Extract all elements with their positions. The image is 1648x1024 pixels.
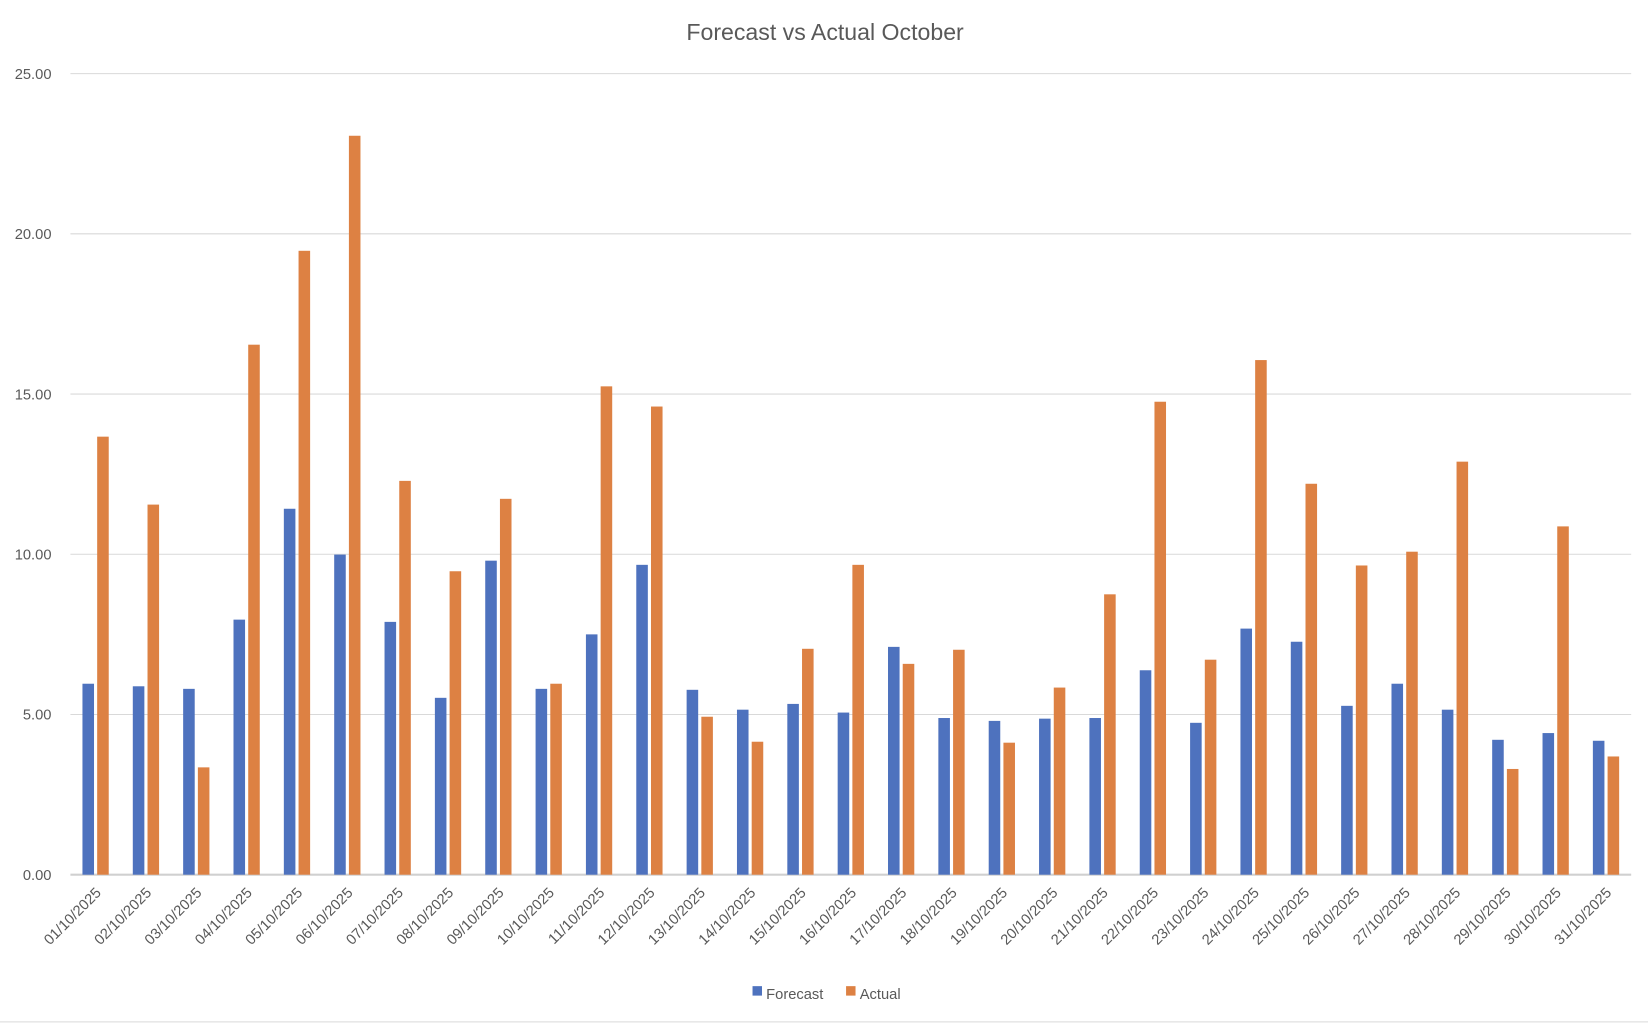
bar-forecast-15 <box>787 703 799 875</box>
bar-actual-26 <box>1355 565 1368 875</box>
bar-forecast-7 <box>384 621 397 875</box>
bar-actual-24 <box>1255 360 1267 875</box>
bar-forecast-25 <box>1290 641 1303 875</box>
bar-actual-22 <box>1154 401 1167 875</box>
bar-actual-31 <box>1607 756 1620 875</box>
bar-forecast-9 <box>485 560 497 875</box>
bar-actual-5 <box>298 250 311 875</box>
legend: Forecast Actual <box>752 986 901 1003</box>
legend-swatch-actual <box>846 986 856 996</box>
bar-actual-17 <box>902 663 915 875</box>
bar-forecast-28 <box>1441 709 1454 875</box>
bar-actual-13 <box>701 716 713 875</box>
bar-actual-16 <box>852 564 864 875</box>
bar-forecast-8 <box>434 697 447 875</box>
bar-actual-23 <box>1204 659 1217 875</box>
bar-forecast-6 <box>334 554 346 875</box>
legend-label-forecast: Forecast <box>766 987 823 1003</box>
y-tick-label: 5.00 <box>23 708 52 724</box>
y-tick-label: 0.00 <box>23 868 52 884</box>
bar-actual-7 <box>399 480 411 875</box>
bar-forecast-19 <box>988 720 1001 875</box>
bar-actual-9 <box>499 498 512 875</box>
bar-forecast-13 <box>686 689 699 875</box>
bar-actual-28 <box>1456 461 1469 875</box>
bar-forecast-24 <box>1240 628 1253 875</box>
bar-forecast-1 <box>82 683 95 875</box>
bar-forecast-3 <box>183 688 195 875</box>
bar-forecast-11 <box>585 634 598 875</box>
bar-actual-1 <box>97 436 109 875</box>
bar-forecast-12 <box>636 564 648 875</box>
bar-forecast-18 <box>938 718 950 875</box>
chart-title: Forecast vs Actual October <box>686 19 964 45</box>
legend-swatch-forecast <box>752 986 762 996</box>
bar-actual-19 <box>1003 742 1015 875</box>
bar-forecast-26 <box>1341 705 1353 875</box>
y-tick-label: 25.00 <box>15 67 52 83</box>
legend-label-actual: Actual <box>860 987 901 1003</box>
bar-forecast-27 <box>1391 683 1404 875</box>
bar-actual-29 <box>1506 768 1519 875</box>
bar-actual-3 <box>197 767 210 875</box>
bar-forecast-23 <box>1190 722 1202 875</box>
bar-forecast-16 <box>837 712 850 875</box>
bar-actual-15 <box>802 648 814 875</box>
bar-actual-4 <box>248 344 260 875</box>
bar-forecast-14 <box>736 709 749 875</box>
bar-forecast-30 <box>1542 733 1555 875</box>
bar-actual-11 <box>600 386 613 875</box>
y-tick-label: 20.00 <box>15 227 52 243</box>
bar-forecast-29 <box>1492 739 1504 875</box>
bar-forecast-10 <box>535 688 548 875</box>
bar-forecast-4 <box>233 619 246 875</box>
bar-forecast-2 <box>132 686 145 875</box>
bar-actual-10 <box>550 683 562 875</box>
bar-actual-21 <box>1104 594 1116 875</box>
bar-actual-25 <box>1305 483 1318 875</box>
bar-forecast-22 <box>1139 670 1152 875</box>
bar-actual-20 <box>1053 687 1066 875</box>
bar-actual-2 <box>147 504 160 875</box>
bar-forecast-31 <box>1592 740 1605 875</box>
y-tick-label: 15.00 <box>15 387 52 403</box>
bar-actual-6 <box>348 135 361 875</box>
bar-forecast-17 <box>888 646 900 875</box>
bar-actual-8 <box>449 571 462 875</box>
bar-forecast-21 <box>1089 718 1101 875</box>
bar-actual-27 <box>1406 551 1418 875</box>
bar-actual-12 <box>650 406 663 875</box>
bar-forecast-5 <box>283 508 296 875</box>
bar-actual-30 <box>1557 526 1569 875</box>
y-tick-label: 10.00 <box>15 548 52 564</box>
bar-actual-18 <box>953 649 965 875</box>
bar-forecast-20 <box>1039 718 1051 875</box>
bar-actual-14 <box>751 741 764 875</box>
